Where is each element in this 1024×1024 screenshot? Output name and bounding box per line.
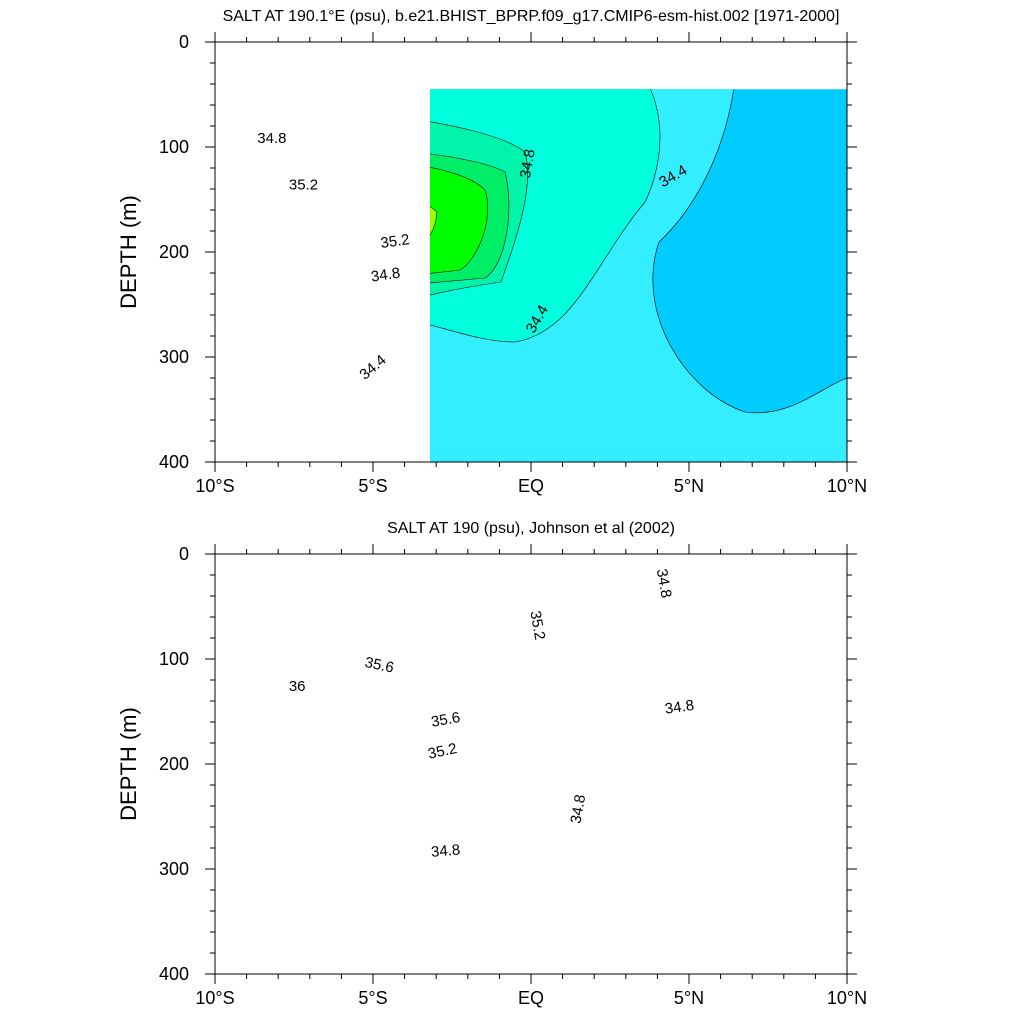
contour-label: 35.2 [426, 740, 458, 763]
contour-region-35-4 [430, 206, 438, 236]
y-tick-label: 100 [159, 137, 189, 157]
y-tick-label: 100 [159, 649, 189, 669]
contour-region-35-2 [278, 559, 535, 784]
x-tick-label: 5°N [674, 476, 704, 496]
top-panel: 34.835.235.234.834.8 34.434.434.410°S 5°S E… [116, 32, 867, 496]
y-tick-label: 200 [159, 754, 189, 774]
contour-label: 34.8 [517, 148, 539, 180]
contour-label: 36 [289, 678, 306, 695]
contour-region-35-6 [215, 182, 277, 240]
y-axis-label: DEPTH (m) [116, 707, 141, 821]
x-tick-label: EQ [518, 476, 544, 496]
contour-region-35-0 [278, 559, 555, 826]
y-tick-label: 300 [159, 347, 189, 367]
contour-label: 35.6 [363, 654, 395, 677]
y-axis-label: DEPTH (m) [116, 195, 141, 309]
y-tick-label: 0 [179, 32, 189, 52]
contour-label: 34.8 [664, 697, 695, 718]
x-tick-label: 10°N [827, 476, 867, 496]
contour-label: 34.8 [430, 841, 461, 860]
top-panel-title: SALT AT 190.1°E (psu), b.e21.BHIST_BPRP.… [223, 8, 840, 25]
x-tick-label: 10°N [827, 988, 867, 1008]
y-tick-label: 200 [159, 242, 189, 262]
x-tick-label: 5°N [674, 988, 704, 1008]
bottom-panel-title: SALT AT 190 (psu), Johnson et al (2002) [387, 520, 675, 537]
contour-fill-layer [215, 89, 848, 463]
x-tick-label: 5°S [358, 476, 387, 496]
contour-region-35-2 [430, 166, 488, 274]
contour-label: 34.8 [653, 568, 675, 600]
x-tick-label: 10°S [195, 988, 234, 1008]
contour-region-35-4 [278, 638, 502, 768]
y-tick-label: 400 [159, 964, 189, 984]
x-tick-label: 5°S [358, 988, 387, 1008]
contour-label: 34.8 [257, 130, 286, 147]
x-tick-label: 10°S [195, 476, 234, 496]
contour-label: 35.2 [526, 610, 548, 642]
y-tick-label: 300 [159, 859, 189, 879]
contour-label: 35.2 [379, 231, 410, 252]
y-tick-label: 400 [159, 452, 189, 472]
x-tick-label: EQ [518, 988, 544, 1008]
y-tick-label: 0 [179, 544, 189, 564]
contour-label: 34.8 [567, 793, 589, 825]
contour-label: 35.6 [430, 709, 462, 731]
bottom-panel: 34.8 35.2 35.6 36 35.6 35.2 34.8 34.8 34.8 10°S 5°… [116, 544, 867, 1008]
contour-label: 34.4 [356, 352, 389, 384]
contour-label: 35.2 [289, 176, 318, 193]
contour-label: 34.8 [370, 265, 401, 286]
